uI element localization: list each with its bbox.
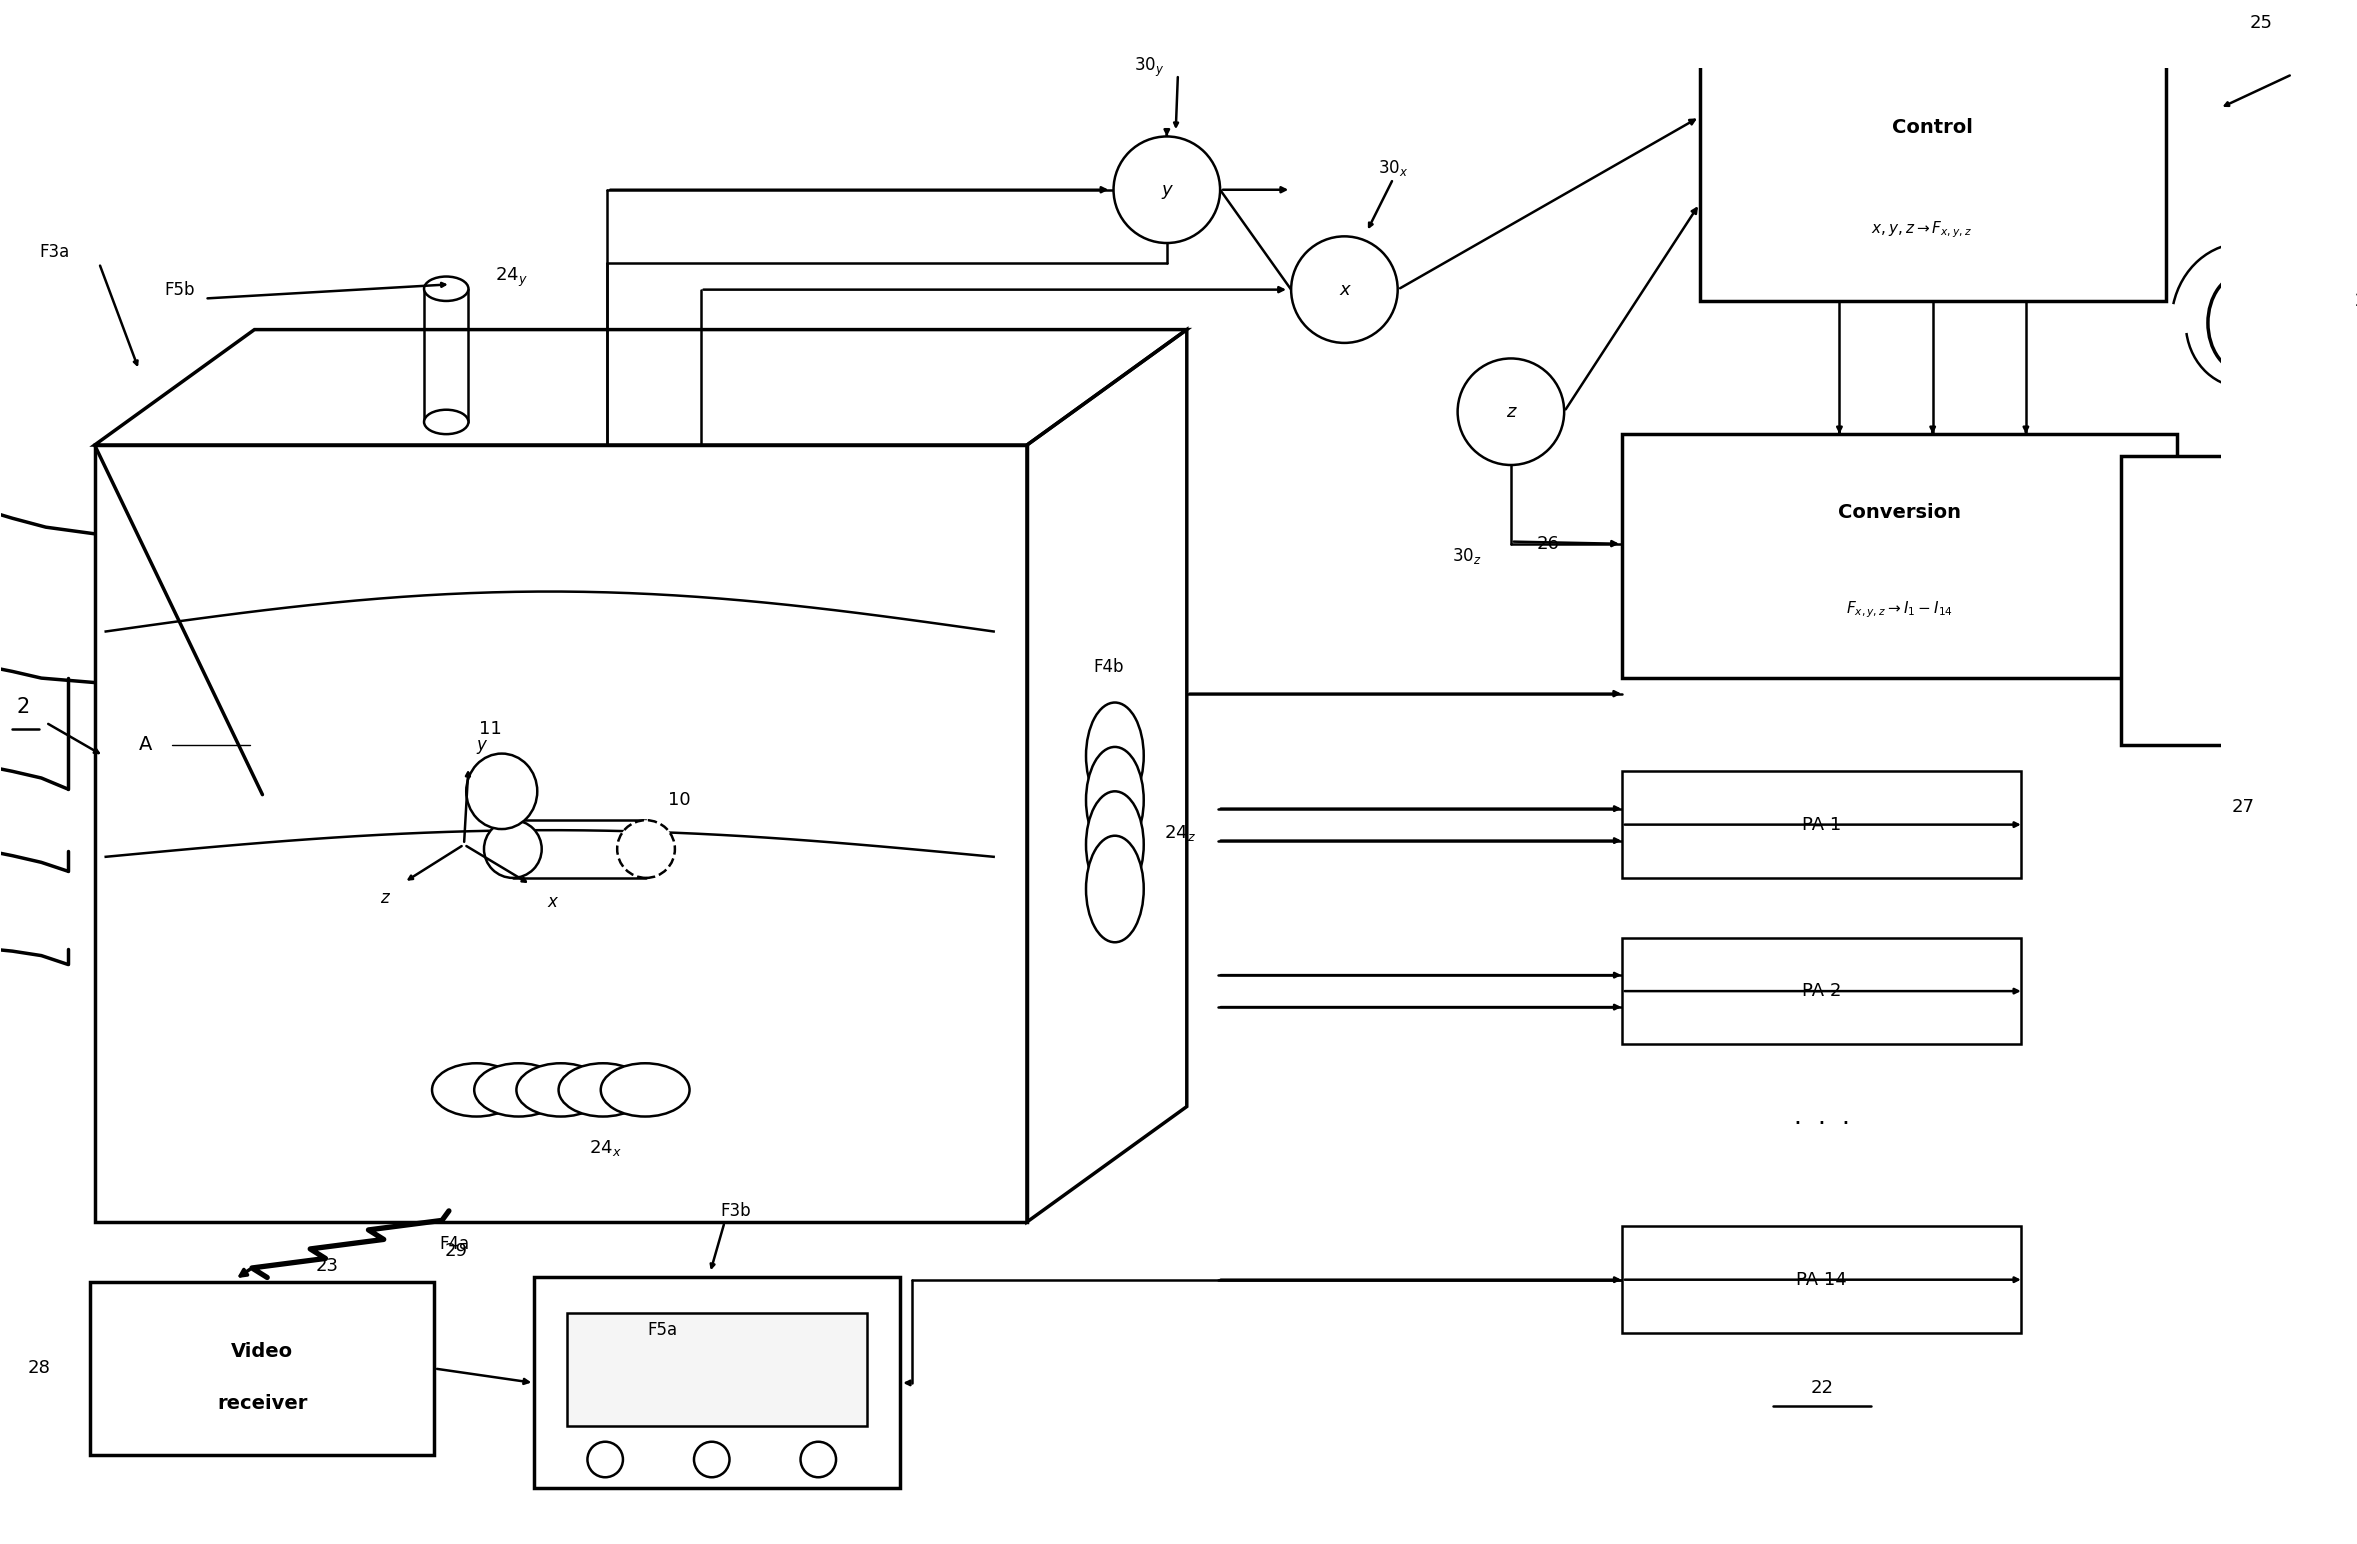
Text: $30_y$: $30_y$: [1134, 56, 1164, 79]
Bar: [1622, 434, 2178, 678]
Circle shape: [801, 1442, 837, 1478]
Text: Video: Video: [231, 1342, 292, 1360]
Text: x: x: [547, 894, 559, 911]
Bar: [90, 1282, 434, 1454]
Text: F3a: F3a: [40, 242, 71, 261]
Text: $24_y$: $24_y$: [495, 266, 528, 289]
Text: z: z: [1506, 403, 1516, 420]
Text: F4a: F4a: [438, 1235, 469, 1254]
Text: PA 2: PA 2: [1803, 982, 1841, 1001]
Text: $F_{x,y,z} \rightarrow I_1 - I_{14}$: $F_{x,y,z} \rightarrow I_1 - I_{14}$: [1846, 599, 1954, 621]
Text: 2: 2: [16, 696, 31, 716]
Text: y: y: [1162, 181, 1171, 199]
Text: 10: 10: [667, 791, 691, 809]
Ellipse shape: [474, 1064, 563, 1116]
Text: 23: 23: [316, 1257, 339, 1275]
Text: Conversion: Conversion: [1838, 502, 1961, 522]
Text: 27: 27: [2232, 798, 2256, 815]
Ellipse shape: [483, 820, 542, 879]
Ellipse shape: [431, 1064, 521, 1116]
Bar: [1622, 772, 2022, 879]
Text: 11: 11: [478, 720, 502, 738]
Bar: [1699, 45, 2166, 301]
Text: 22: 22: [1810, 1379, 1834, 1397]
Text: $30_x$: $30_x$: [1379, 157, 1409, 178]
Text: PA 14: PA 14: [1796, 1271, 1848, 1289]
Ellipse shape: [467, 753, 537, 829]
Ellipse shape: [601, 1064, 691, 1116]
Ellipse shape: [1087, 747, 1143, 854]
Text: receiver: receiver: [217, 1394, 306, 1413]
Text: F4b: F4b: [1094, 658, 1124, 676]
Ellipse shape: [424, 409, 469, 434]
Bar: [568, 1312, 867, 1427]
Ellipse shape: [516, 1064, 606, 1116]
Text: 29: 29: [445, 1241, 467, 1260]
Ellipse shape: [559, 1064, 648, 1116]
Circle shape: [587, 1442, 622, 1478]
Bar: [1622, 1226, 2022, 1332]
Ellipse shape: [618, 820, 674, 879]
Text: 26: 26: [1537, 534, 1560, 553]
Text: A: A: [139, 735, 153, 753]
Text: 28: 28: [28, 1359, 49, 1377]
Text: x: x: [1339, 281, 1351, 298]
Bar: [2121, 455, 2357, 744]
Text: Control: Control: [1893, 117, 1973, 136]
Ellipse shape: [1087, 835, 1143, 942]
Text: $30_z$: $30_z$: [1452, 547, 1480, 567]
Text: PA 1: PA 1: [1803, 815, 1841, 834]
Ellipse shape: [1087, 703, 1143, 809]
Circle shape: [1292, 236, 1398, 343]
Ellipse shape: [424, 276, 469, 301]
Text: $x,y,z \rightarrow F_{x,y,z}$: $x,y,z \rightarrow F_{x,y,z}$: [1871, 219, 1973, 239]
Text: $24_z$: $24_z$: [1164, 823, 1195, 843]
Text: z: z: [379, 889, 389, 906]
Ellipse shape: [2209, 275, 2279, 372]
Circle shape: [1457, 358, 1565, 465]
Text: 27a: 27a: [2355, 292, 2357, 310]
Ellipse shape: [1087, 792, 1143, 899]
Text: F5a: F5a: [648, 1322, 676, 1339]
Text: F5b: F5b: [165, 281, 196, 298]
Circle shape: [693, 1442, 731, 1478]
Text: y: y: [476, 735, 486, 753]
Text: $24_x$: $24_x$: [589, 1138, 622, 1158]
Text: 25: 25: [2251, 14, 2272, 32]
Text: ·  ·  ·: · · ·: [1794, 1112, 1850, 1136]
Circle shape: [1113, 136, 1221, 242]
Bar: [535, 1277, 900, 1488]
Bar: [1622, 937, 2022, 1044]
Text: F3b: F3b: [721, 1201, 752, 1220]
